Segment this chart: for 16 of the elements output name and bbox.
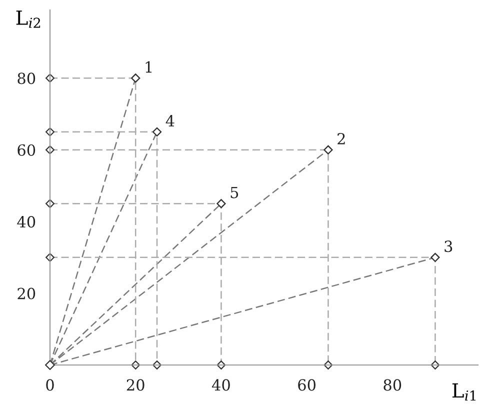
x-tick-label: 80 [384,379,402,391]
x-tick-label: 40 [212,379,230,391]
annotation: 1 [146,61,152,73]
x-tick-label: 60 [298,379,316,391]
y-axis-title: L$_{i2}$ [16,10,40,28]
y-tick-label: 60 [18,144,36,156]
x-axis-title: L$_{i1}$ [452,383,476,401]
y-tick-label: 80 [18,72,36,84]
annotation: 2 [338,132,345,144]
annotation: 4 [166,115,174,126]
annotation: 5 [230,186,238,198]
y-tick-label: 20 [18,288,36,300]
x-tick-label: 20 [126,379,144,391]
y-tick-label: 40 [17,216,36,228]
x-tick-label: 0 [46,379,54,391]
annotation: 3 [444,240,452,252]
